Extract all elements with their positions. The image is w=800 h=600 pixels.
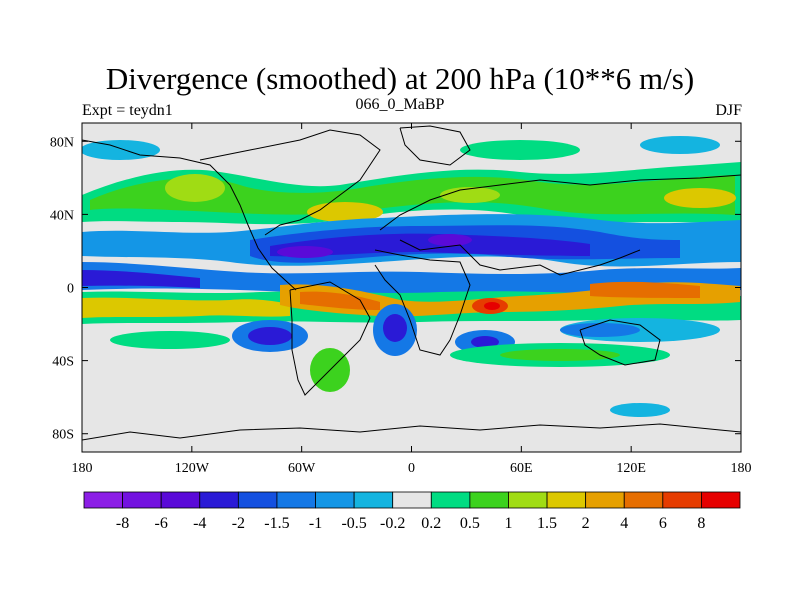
colorbar-swatch [508,491,548,509]
chart-title: Divergence (smoothed) at 200 hPa (10**6 … [105,61,695,96]
colorbar-swatch [353,491,394,509]
colorbar-label: -0.2 [380,515,405,532]
arctic-feature [82,140,160,160]
x-axis: 180 120W 60W 0 60E 120E 180 [72,123,752,476]
colorbar-swatch [469,491,509,509]
run-label: 066_0_MaBP [355,96,445,113]
positive-region-north-yellow [440,187,500,203]
negative-region-north-max [277,246,333,258]
positive-region-south-warm [82,297,290,318]
colorbar-swatch [623,491,664,509]
season-label: DJF [715,102,742,119]
x-tick-label: 0 [408,461,415,476]
positive-region-south-hot [300,291,380,310]
colorbar: -8 -6 -4 -2 -1.5 -1 -0.5 -0.2 0.2 0.5 1 1.5 2 4 6 8 [83,491,741,532]
x-tick-label: 60E [510,461,533,476]
y-tick-label: 0 [67,282,74,297]
arctic-feature [460,140,580,160]
coastline-greenland [399,125,471,166]
colorbar-label: 8 [697,515,705,532]
x-tick-label: 180 [731,461,752,476]
colorbar-swatch [160,491,201,509]
coastline-north-america [82,139,297,291]
colorbar-label: 0.5 [460,515,480,532]
colorbar-label: -1.5 [264,515,289,532]
colorbar-swatch [546,491,587,509]
colorbar-swatch [199,491,239,509]
negative-region-south-high [610,403,670,417]
colorbar-label: 1.5 [537,515,557,532]
colorbar-label: -4 [193,515,206,532]
colorbar-swatch [122,491,162,509]
positive-region-south-mid [110,331,230,349]
colorbar-label: -8 [116,515,129,532]
x-tick-label: 180 [72,461,93,476]
y-tick-label: 80N [50,135,74,150]
y-axis: 80N 40N 0 40S 80S [50,135,741,443]
colorbar-label: -2 [232,515,245,532]
negative-region-equator [82,262,741,295]
colorbar-swatch [662,491,702,509]
colorbar-label: -1 [309,515,322,532]
negative-region-south [471,336,499,348]
colorbar-swatch [276,491,316,509]
positive-region-north-yellow [165,174,225,202]
colorbar-label: 6 [659,515,667,532]
experiment-label: Expt = teydn1 [82,102,173,119]
negative-region-equator-core [82,270,200,288]
coastline-south-america [289,281,371,396]
x-tick-label: 120W [175,461,210,476]
y-tick-label: 40S [52,355,74,370]
negative-region-north-max [428,234,472,246]
coastline-antarctica [82,423,741,441]
colorbar-label: -0.5 [341,515,366,532]
colorbar-swatch [392,491,432,509]
colorbar-label: 0.2 [421,515,441,532]
positive-region-south-mid [500,349,620,361]
colorbar-label: 1 [504,515,512,532]
positive-region-north-yellow [664,188,736,208]
coastline-africa [374,249,471,356]
colorbar-swatch [237,491,278,509]
field-layer [82,123,741,452]
coastline-australia [579,319,661,366]
positive-region-south-max [484,302,500,310]
colorbar-swatch [430,491,471,509]
colorbar-swatch [315,491,355,509]
y-tick-label: 40N [50,208,74,223]
negative-region-south [560,323,640,337]
coastline-eurasia [379,174,741,231]
colorbar-swatch [585,491,625,509]
colorbar-label: 2 [582,515,590,532]
x-tick-label: 120E [616,461,646,476]
negative-region-south [383,314,407,342]
positive-region-south-hot [590,281,700,298]
colorbar-label: 4 [620,515,628,532]
colorbar-swatch [701,491,741,509]
x-tick-label: 60W [288,461,316,476]
coastline-north-america [199,129,381,236]
negative-region-south [248,327,292,345]
y-tick-label: 80S [52,428,74,443]
positive-region-north-yellow [307,202,383,222]
coastline-eurasia [399,239,641,276]
negative-region-north-deep [270,233,590,257]
coastlines [82,125,741,441]
positive-region-north-core [90,175,735,215]
arctic-feature [640,136,720,154]
colorbar-swatch [83,491,123,509]
colorbar-label: -6 [155,515,168,532]
